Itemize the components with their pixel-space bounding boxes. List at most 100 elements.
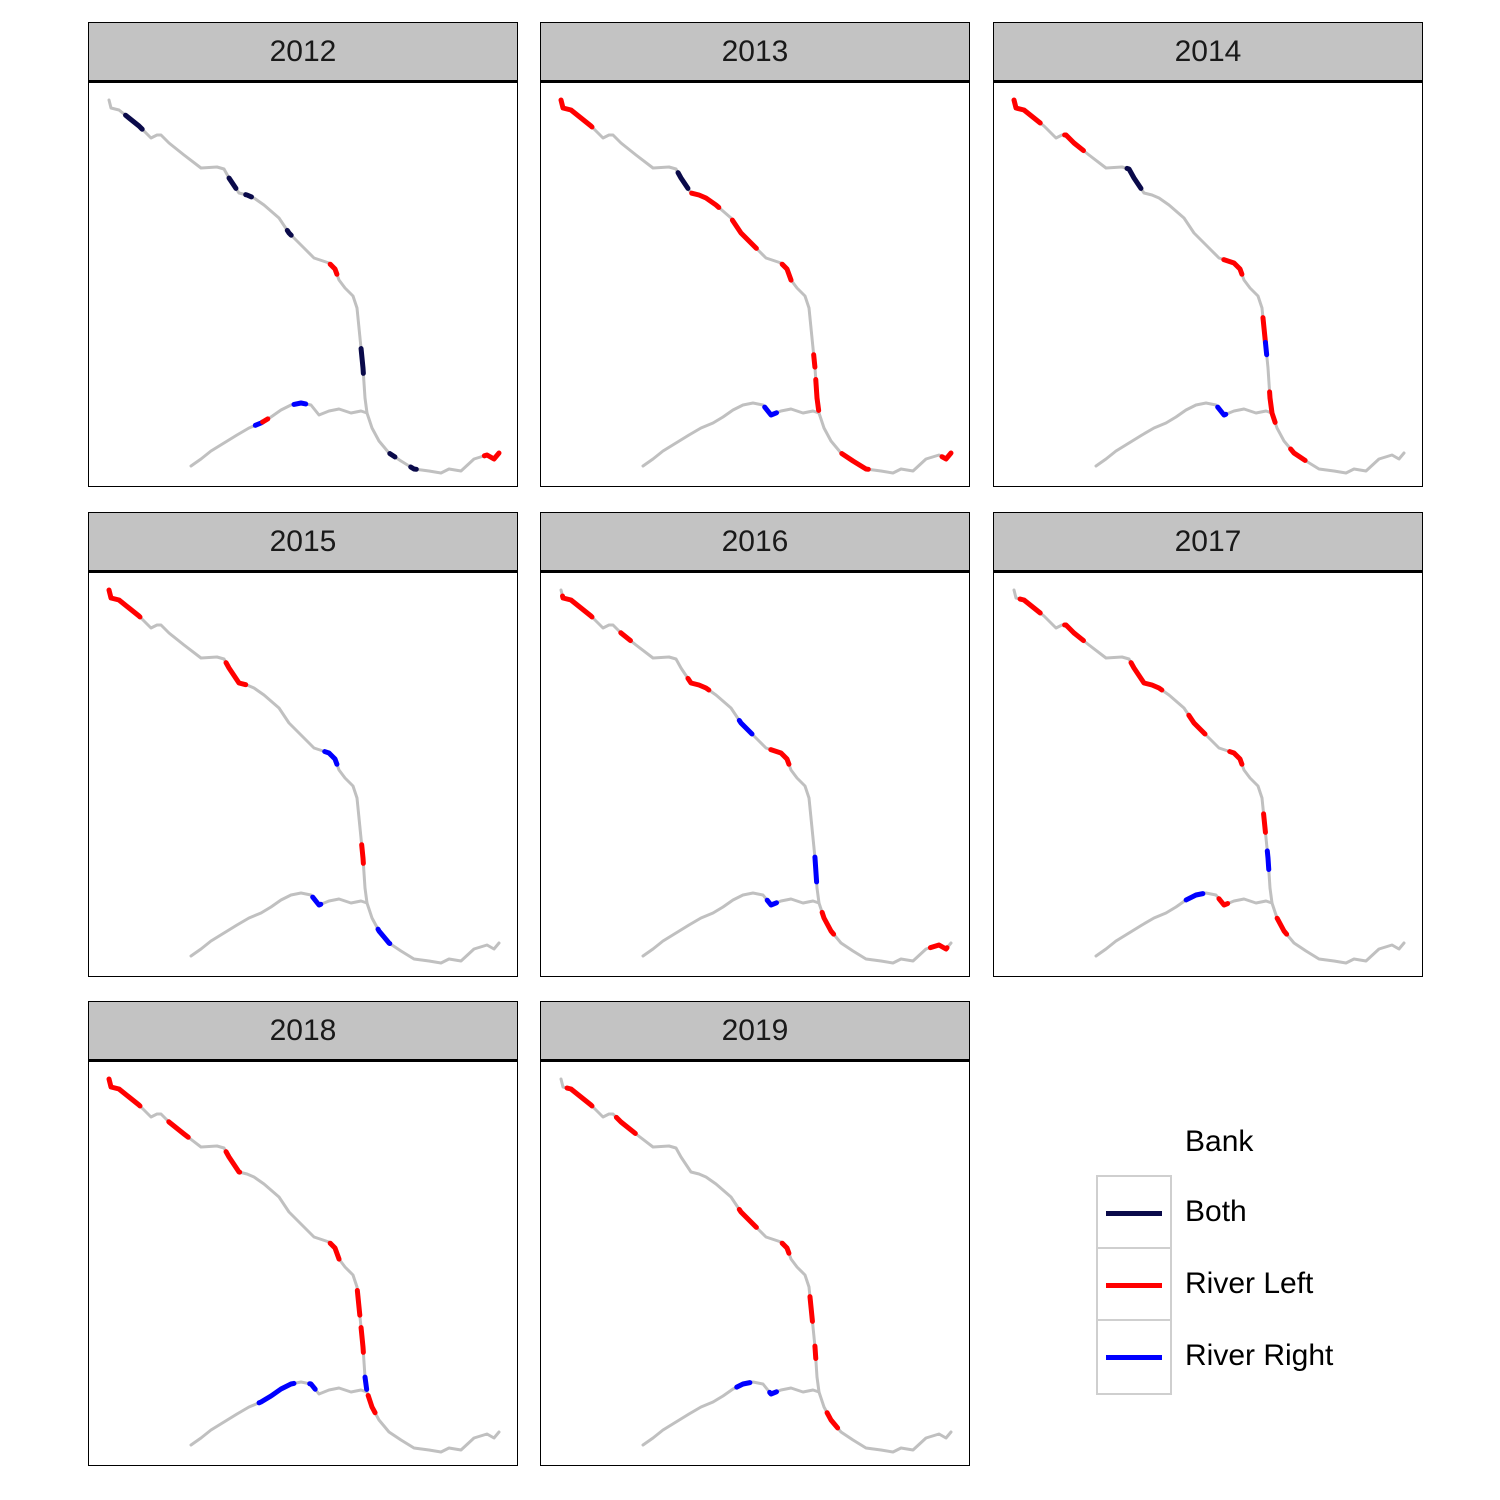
bank-segment-river-left (1288, 446, 1308, 463)
bank-segment-river-right (762, 404, 780, 418)
facet-panel (540, 1062, 970, 1466)
bank-segment-both (1124, 165, 1144, 191)
facet-panel (540, 83, 970, 487)
legend-label-both: Both (1185, 1195, 1247, 1228)
bank-segment-river-right (736, 717, 755, 737)
legend-key-both (1098, 1177, 1170, 1249)
bank-segment-both (358, 346, 366, 376)
river-main-stem (107, 588, 501, 965)
bank-segment-river-right (307, 1381, 318, 1392)
facet-panel (88, 573, 518, 977)
facet-panel (88, 1062, 518, 1466)
facet-2012: 2012 (88, 22, 518, 487)
facet-2017: 2017 (993, 512, 1423, 977)
bank-segment-river-left (729, 217, 759, 251)
bank-segment-river-left (613, 1114, 638, 1136)
facet-strip-label: 2013 (540, 22, 970, 83)
bank-segment-both (243, 192, 254, 200)
legend-swatch-river-right (1106, 1355, 1162, 1360)
bank-segment-river-left (1267, 389, 1278, 425)
bank-segment-river-left (618, 630, 633, 644)
bank-segment-both (387, 451, 398, 460)
bank-segment-river-right (734, 1380, 753, 1390)
legend-keys (1096, 1175, 1172, 1395)
facet-strip-label: 2012 (88, 22, 518, 83)
bank-segment-river-left (1128, 660, 1165, 693)
bank-segment-river-left (106, 587, 143, 620)
bank-segment-river-left (1216, 896, 1231, 908)
legend-label-river-right: River Right (1185, 1339, 1334, 1372)
river-main-stem (107, 98, 501, 475)
facet-strip-label: 2017 (993, 512, 1423, 573)
facet-2016: 2016 (540, 512, 970, 977)
bank-segment-river-left (354, 1287, 363, 1318)
river-tributary (189, 891, 369, 958)
bank-segment-river-left (223, 1149, 243, 1175)
bank-segment-river-left (481, 450, 502, 462)
bank-segment-river-left (1261, 811, 1268, 835)
bank-segment-river-left (812, 1343, 819, 1362)
bank-segment-river-left (824, 1410, 841, 1431)
river-main-stem (559, 98, 953, 475)
bank-segment-river-left (813, 377, 822, 413)
legend-swatch-both (1106, 1211, 1162, 1216)
bank-segment-river-right (764, 897, 780, 908)
bank-segment-river-left (685, 675, 712, 693)
bank-segment-both (408, 464, 419, 472)
bank-segment-river-right (1183, 891, 1206, 903)
bank-segment-river-left (927, 942, 950, 952)
bank-segment-river-left (939, 450, 954, 462)
facet-panel (88, 83, 518, 487)
facet-strip-label: 2018 (88, 1001, 518, 1062)
bank-segment-river-left (1260, 315, 1268, 345)
river-main-stem (559, 1077, 953, 1454)
bank-segment-river-left (811, 352, 818, 370)
bank-segment-river-left (560, 593, 595, 620)
bank-segment-river-left (166, 1119, 191, 1140)
bank-segment-river-left (1017, 596, 1043, 616)
bank-segment-river-right (375, 926, 393, 947)
bank-segment-river-left (327, 1240, 342, 1262)
bank-segment-both (284, 227, 294, 238)
bank-segment-river-left (689, 190, 722, 210)
facet-2014: 2014 (993, 22, 1423, 487)
facet-2019: 2019 (540, 1001, 970, 1466)
river-tributary (641, 891, 821, 958)
river-tributary (641, 401, 821, 468)
facet-panel (540, 573, 970, 977)
bank-segment-river-right (1264, 848, 1272, 873)
bank-segment-river-left (358, 1325, 366, 1355)
river-main-stem (1012, 588, 1406, 965)
bank-segment-river-right (291, 400, 309, 407)
bank-segment-both (226, 175, 239, 191)
facet-2013: 2013 (540, 22, 970, 487)
bank-segment-river-left (1011, 97, 1043, 126)
legend-key-river-right (1098, 1321, 1170, 1393)
river-tributary (641, 1380, 821, 1447)
bank-segment-river-left (106, 1076, 143, 1109)
bank-segment-river-left (779, 261, 794, 283)
river-tributary (1094, 891, 1274, 958)
bank-segment-river-right (767, 1389, 780, 1397)
bank-segment-river-left (359, 842, 366, 866)
facet-panel (993, 83, 1423, 487)
bank-segment-river-left (223, 660, 249, 688)
river-main-stem (1012, 98, 1406, 475)
bank-segment-river-left (1186, 712, 1208, 737)
river-main-stem (107, 1077, 501, 1454)
bank-segment-river-right (310, 894, 324, 908)
bank-segment-river-left (558, 97, 595, 130)
bank-segment-river-right (322, 749, 340, 767)
bank-segment-river-left (1227, 749, 1245, 767)
bank-segment-river-left (260, 416, 271, 425)
bank-segment-river-left (839, 451, 871, 472)
bank-segment-river-left (736, 1206, 759, 1230)
facet-2015: 2015 (88, 512, 518, 977)
bank-segment-river-left (768, 747, 792, 767)
bank-segment-river-left (1062, 622, 1086, 644)
legend-swatch-river-left (1106, 1283, 1162, 1288)
bank-segment-both (675, 170, 691, 191)
bank-segment-river-left (1062, 132, 1086, 154)
legend-title: Bank (1185, 1125, 1254, 1158)
legend-key-river-left (1098, 1249, 1170, 1321)
